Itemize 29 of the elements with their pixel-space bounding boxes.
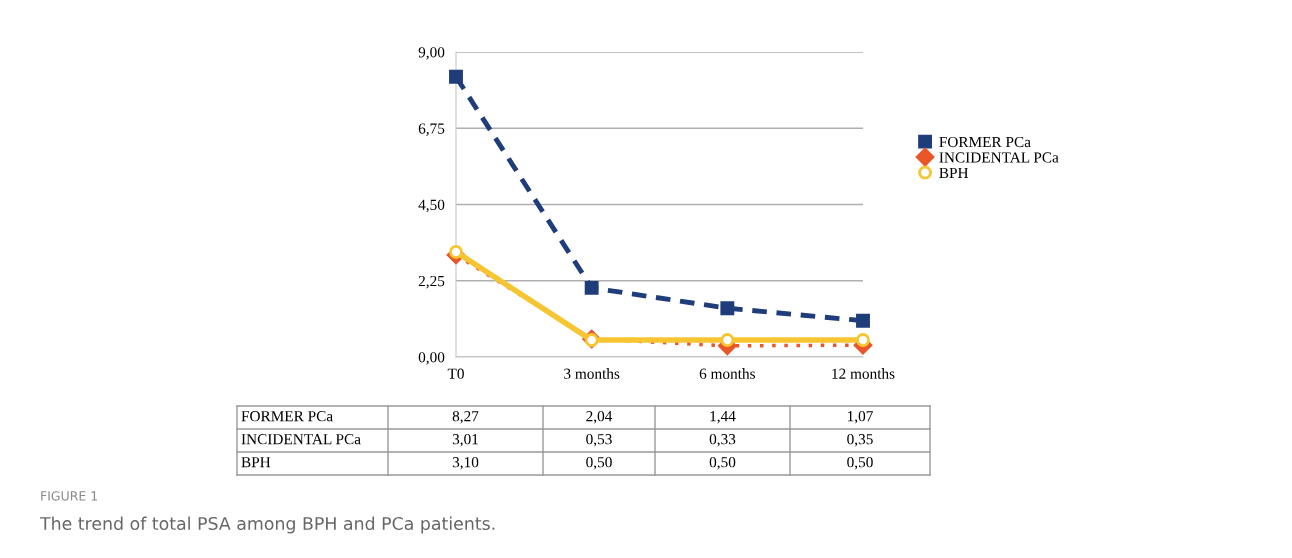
data-label: 8,27: [452, 411, 479, 424]
x-tick-label: 12 months: [832, 368, 895, 379]
data-label: 1,07: [847, 411, 873, 424]
legend-label: FORMER PCa: [939, 136, 1031, 148]
data-label: 0,50: [847, 457, 873, 470]
y-tick-label: 2,25: [418, 275, 445, 289]
data-label: 3,01: [452, 434, 478, 447]
y-tick-label: 4,50: [418, 199, 445, 213]
text: BPH: [241, 457, 271, 468]
data-label: 0,33: [709, 434, 736, 447]
data-label: 2,04: [586, 411, 613, 424]
text: INCIDENTAL PCa: [241, 434, 361, 445]
legend-label: BPH: [939, 167, 969, 178]
text: The trend of total PSA among BPH and PCa patients.: [39, 516, 495, 534]
data-label: 0,53: [586, 434, 612, 447]
x-tick-label: T0: [447, 368, 464, 379]
caption: FIGURE 1: [41, 491, 98, 501]
data-label: 1,44: [710, 411, 736, 424]
x-tick-label: 6 months: [699, 368, 755, 379]
data-label: 0,50: [586, 457, 612, 470]
text: FORMER PCa: [241, 411, 333, 422]
y-tick-label: 6,75: [418, 123, 445, 136]
x-tick-label: 3 months: [564, 368, 620, 379]
data-label: 0,35: [847, 434, 873, 447]
data-label: 3,10: [452, 457, 479, 470]
data-label: 0,50: [709, 457, 736, 470]
legend-label: INCIDENTAL PCa: [939, 152, 1059, 163]
y-tick-label: 9,00: [418, 47, 445, 60]
y-tick-label: 0,00: [418, 352, 445, 365]
